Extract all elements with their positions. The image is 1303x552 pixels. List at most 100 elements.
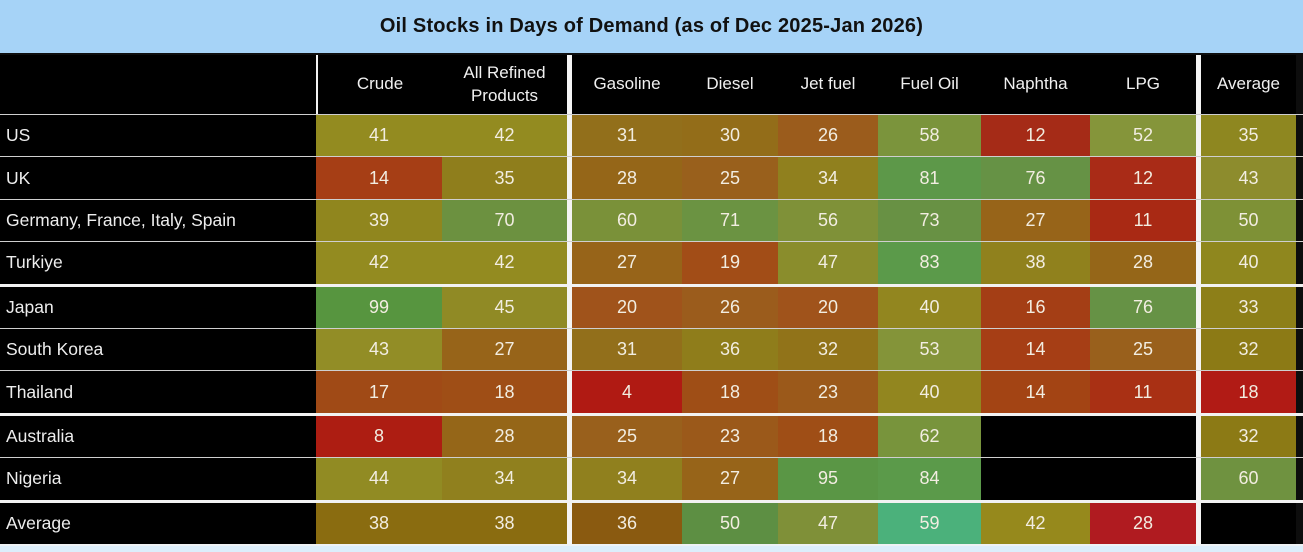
value-cell: 50 [682, 502, 778, 545]
value-cell: 43 [1201, 157, 1296, 199]
corner-header-cell [0, 55, 316, 114]
right-edge [1296, 157, 1303, 199]
value-cell: 25 [682, 157, 778, 199]
value-cell: 11 [1090, 371, 1196, 413]
column-divider [567, 115, 572, 157]
column-divider [1196, 55, 1201, 114]
value-cell: 33 [1201, 286, 1296, 329]
value-cell: 34 [572, 458, 682, 500]
column-header-all-refined-products: All Refined Products [442, 55, 567, 114]
value-cell: 23 [778, 371, 878, 413]
chart-title: Oil Stocks in Days of Demand (as of Dec … [379, 15, 924, 37]
value-cell: 71 [682, 199, 778, 242]
column-header-diesel: Diesel [682, 55, 778, 114]
value-cell: 40 [878, 371, 981, 413]
column-divider [1196, 502, 1201, 545]
value-cell: 18 [778, 415, 878, 458]
value-cell: 44 [316, 458, 442, 500]
value-cell: 25 [1090, 329, 1196, 371]
value-cell: 26 [778, 115, 878, 157]
value-cell: 84 [878, 458, 981, 500]
value-cell: 45 [442, 286, 567, 329]
value-cell: 11 [1090, 199, 1196, 242]
title-bar: Oil Stocks in Days of Demand (as of Dec … [0, 0, 1303, 55]
value-cell: 18 [682, 371, 778, 413]
blank-cell [981, 415, 1090, 458]
column-divider [567, 199, 572, 242]
value-cell: 16 [981, 286, 1090, 329]
table-row: Japan 99 45 20 26 20 40 16 76 33 [0, 283, 1303, 329]
value-cell: 58 [878, 115, 981, 157]
value-cell: 31 [572, 115, 682, 157]
right-edge [1296, 55, 1303, 114]
bottom-strip [0, 546, 1303, 552]
right-edge [1296, 329, 1303, 371]
value-cell: 81 [878, 157, 981, 199]
value-cell: 23 [682, 415, 778, 458]
value-cell: 42 [316, 242, 442, 284]
value-cell: 4 [572, 371, 682, 413]
value-cell: 83 [878, 242, 981, 284]
value-cell: 40 [1201, 242, 1296, 284]
row-label: Germany, France, Italy, Spain [0, 199, 316, 242]
row-label: Thailand [0, 371, 316, 413]
right-edge [1296, 502, 1303, 545]
column-divider [567, 458, 572, 500]
value-cell: 31 [572, 329, 682, 371]
table-row: US 41 42 31 30 26 58 12 52 35 [0, 114, 1303, 157]
column-divider [1196, 157, 1201, 199]
column-divider [567, 286, 572, 329]
right-edge [1296, 242, 1303, 284]
column-divider [1196, 199, 1201, 242]
row-label: Japan [0, 286, 316, 329]
column-header-naphtha: Naphtha [981, 55, 1090, 114]
value-cell: 14 [981, 371, 1090, 413]
table-row: Thailand 17 18 4 18 23 40 14 11 18 [0, 370, 1303, 413]
table-row: Australia 8 28 25 23 18 62 32 [0, 412, 1303, 458]
value-cell: 8 [316, 415, 442, 458]
value-cell: 38 [442, 502, 567, 545]
column-divider [1196, 458, 1201, 500]
value-cell: 56 [778, 199, 878, 242]
value-cell: 12 [981, 115, 1090, 157]
value-cell: 42 [442, 115, 567, 157]
value-cell: 19 [682, 242, 778, 284]
column-divider [1196, 371, 1201, 413]
row-label: Nigeria [0, 458, 316, 500]
value-cell: 95 [778, 458, 878, 500]
table-row: Turkiye 42 42 27 19 47 83 38 28 40 [0, 241, 1303, 284]
blank-cell [981, 458, 1090, 500]
row-label: US [0, 115, 316, 157]
column-header-fuel-oil: Fuel Oil [878, 55, 981, 114]
value-cell: 18 [442, 371, 567, 413]
right-edge [1296, 115, 1303, 157]
value-cell: 25 [572, 415, 682, 458]
value-cell: 30 [682, 115, 778, 157]
right-edge [1296, 371, 1303, 413]
value-cell: 28 [1090, 502, 1196, 545]
right-edge [1296, 458, 1303, 500]
column-divider [1196, 415, 1201, 458]
value-cell: 26 [682, 286, 778, 329]
value-cell: 53 [878, 329, 981, 371]
table-row: UK 14 35 28 25 34 81 76 12 43 [0, 156, 1303, 199]
value-cell: 32 [1201, 329, 1296, 371]
value-cell: 60 [1201, 458, 1296, 500]
value-cell: 35 [442, 157, 567, 199]
value-cell: 60 [572, 199, 682, 242]
value-cell: 76 [1090, 286, 1196, 329]
value-cell: 38 [981, 242, 1090, 284]
value-cell: 38 [316, 502, 442, 545]
value-cell: 32 [778, 329, 878, 371]
value-cell: 20 [572, 286, 682, 329]
row-label: Average [0, 502, 316, 545]
column-divider [1196, 115, 1201, 157]
value-cell: 76 [981, 157, 1090, 199]
table-row: Nigeria 44 34 34 27 95 84 60 [0, 457, 1303, 500]
value-cell: 20 [778, 286, 878, 329]
column-header-gasoline: Gasoline [572, 55, 682, 114]
column-divider [567, 329, 572, 371]
value-cell: 17 [316, 371, 442, 413]
value-cell: 99 [316, 286, 442, 329]
